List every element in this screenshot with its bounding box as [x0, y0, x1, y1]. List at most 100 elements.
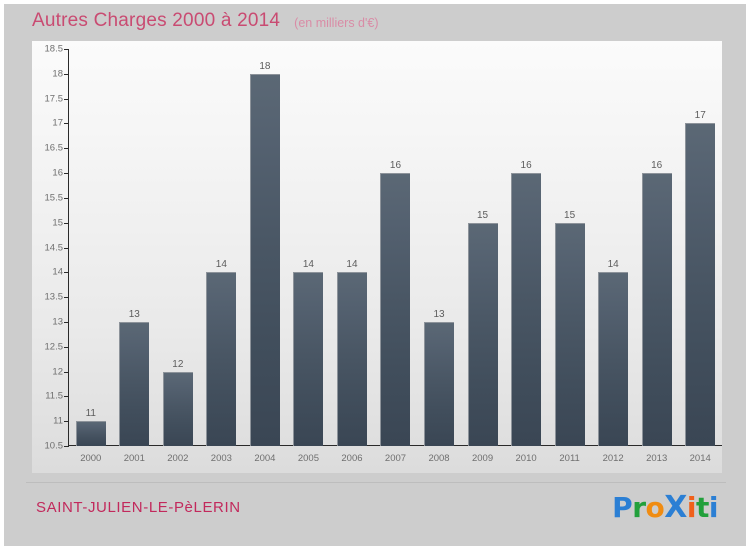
logo-letter: r [632, 491, 646, 524]
bar[interactable] [511, 173, 542, 446]
y-tick-mark [64, 222, 69, 224]
bar-slot[interactable]: 16 [635, 49, 679, 446]
y-tick-label: 15 [52, 217, 63, 229]
y-tick-label: 13.5 [44, 291, 64, 303]
bar-slot[interactable]: 16 [504, 49, 548, 446]
bar-slot[interactable]: 13 [417, 49, 461, 446]
y-tick-mark [64, 247, 69, 249]
bar-value-label: 16 [651, 160, 663, 172]
bar-slot[interactable]: 13 [113, 49, 157, 446]
logo-letter: i [708, 491, 719, 524]
y-tick-label: 18 [52, 68, 63, 80]
y-tick-label: 17.5 [44, 93, 64, 105]
y-tick-mark [64, 371, 69, 373]
bar-slot[interactable]: 15 [461, 49, 505, 446]
y-tick-mark [64, 73, 69, 75]
bar[interactable] [293, 272, 324, 446]
x-tick-label: 2008 [428, 453, 450, 464]
y-tick-label: 16 [52, 167, 63, 179]
bar-value-label: 15 [564, 209, 576, 221]
bar-value-label: 16 [520, 160, 532, 172]
x-tick-label: 2014 [689, 453, 711, 464]
logo-letter: t [696, 491, 709, 524]
x-tick-label: 2012 [602, 453, 624, 464]
bar[interactable] [467, 222, 498, 446]
y-tick-mark [64, 98, 69, 100]
bar[interactable] [249, 73, 280, 446]
y-tick-mark [64, 173, 69, 175]
chart-header: Autres Charges 2000 à 2014 (en milliers … [4, 4, 746, 38]
y-tick-mark [64, 321, 69, 323]
bar-value-label: 14 [346, 259, 358, 271]
bar-slot[interactable]: 14 [591, 49, 635, 446]
x-tick-label: 2009 [471, 453, 494, 464]
bar[interactable] [75, 421, 106, 446]
bar-value-label: 16 [389, 160, 402, 172]
bar[interactable] [598, 272, 629, 446]
x-tick-label: 2013 [646, 453, 668, 464]
bar-slot[interactable]: 11 [69, 49, 113, 446]
bar-slot[interactable]: 17 [678, 49, 722, 446]
y-tick-mark [64, 297, 69, 299]
bar[interactable] [119, 321, 150, 446]
y-tick-mark [64, 346, 69, 348]
chart-page: Autres Charges 2000 à 2014 (en milliers … [4, 4, 746, 546]
y-tick-mark [64, 49, 69, 50]
y-tick-label: 17 [52, 117, 63, 129]
y-tick-label: 18.5 [44, 43, 64, 55]
bar-slot[interactable]: 16 [374, 49, 418, 446]
x-tick-label: 2010 [515, 453, 537, 464]
x-tick-label: 2003 [210, 453, 232, 464]
bar-value-label: 15 [476, 209, 489, 221]
bar[interactable] [380, 173, 411, 446]
y-tick-mark [64, 123, 69, 125]
y-tick-label: 14.5 [44, 242, 64, 253]
bar-value-label: 11 [85, 408, 96, 420]
x-tick-label: 2001 [123, 453, 145, 464]
y-tick-mark [64, 272, 69, 274]
bar-value-label: 13 [433, 308, 445, 320]
y-tick-mark [64, 446, 69, 447]
bar[interactable] [424, 321, 455, 446]
chart-footer: SAINT-JULIEN-LE-PèLERIN ProXiti [4, 482, 746, 546]
logo-letter: i [686, 491, 697, 524]
x-tick-label: 2004 [254, 453, 276, 464]
bar-value-label: 14 [215, 259, 227, 271]
bar[interactable] [685, 123, 716, 446]
x-tick-label: 2007 [384, 453, 407, 464]
x-tick-label: 2002 [167, 453, 189, 464]
y-tick-label: 11.5 [45, 390, 63, 402]
bar-slot[interactable]: 14 [330, 49, 374, 446]
bar-value-label: 18 [259, 60, 271, 72]
bar[interactable] [336, 272, 367, 446]
x-tick-label: 2005 [297, 453, 319, 464]
bar[interactable] [641, 173, 672, 446]
bar-slot[interactable]: 14 [200, 49, 244, 446]
bar-value-label: 13 [128, 308, 140, 320]
bar-value-label: 14 [302, 259, 314, 271]
y-tick-label: 11 [53, 415, 63, 427]
plot-area: 18.5 18 17.5 17 16.5 16 15.5 15 14.5 14 13.5 13 12.5… [32, 41, 722, 473]
y-axis: 18.5 18 17.5 17 16.5 16 15.5 15 14.5 14 13.5 13 12.5… [32, 41, 68, 473]
bar-value-label: 17 [694, 110, 706, 122]
chart-title: Autres Charges 2000 à 2014 [32, 10, 281, 31]
y-tick-mark [64, 396, 69, 398]
logo-letter: o [645, 491, 665, 524]
y-tick-mark [64, 421, 69, 423]
y-tick-label: 13 [52, 316, 63, 328]
x-tick-label: 2011 [559, 453, 580, 464]
y-tick-label: 10.5 [44, 440, 64, 452]
bar-slot[interactable]: 14 [287, 49, 331, 446]
bar[interactable] [554, 222, 585, 446]
bar-slot[interactable]: 18 [243, 49, 287, 446]
x-tick-label: 2000 [80, 453, 102, 464]
proxiti-logo[interactable]: ProXiti [612, 490, 718, 525]
bar-value-label: 12 [172, 358, 184, 370]
footer-divider [26, 482, 726, 483]
y-tick-mark [64, 148, 69, 150]
bar-slot[interactable]: 12 [156, 49, 200, 446]
bar[interactable] [162, 371, 193, 446]
bar-slot[interactable]: 15 [548, 49, 592, 446]
bar-value-label: 14 [607, 259, 619, 271]
bar[interactable] [206, 272, 237, 446]
